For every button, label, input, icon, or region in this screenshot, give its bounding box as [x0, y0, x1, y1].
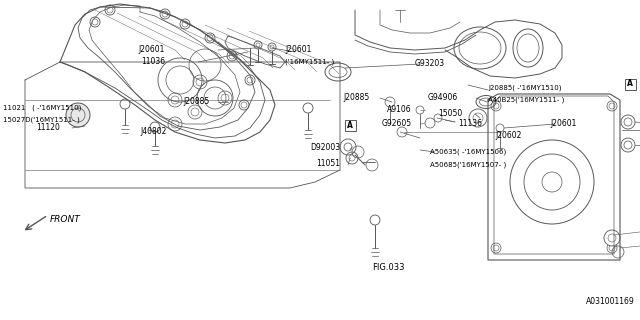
Text: J20601: J20601: [138, 45, 164, 54]
Circle shape: [245, 75, 255, 85]
Text: J20885( -'16MY1510): J20885( -'16MY1510): [488, 85, 561, 91]
Text: 11021   ( -'16MY1510): 11021 ( -'16MY1510): [3, 105, 81, 111]
Text: A50635( -'16MY1506): A50635( -'16MY1506): [430, 149, 506, 155]
Text: FRONT: FRONT: [50, 215, 81, 225]
Text: J20602: J20602: [495, 131, 522, 140]
Text: D92003: D92003: [310, 143, 340, 153]
Text: A: A: [627, 79, 633, 89]
Circle shape: [239, 100, 249, 110]
Text: A031001169: A031001169: [586, 297, 635, 306]
Circle shape: [205, 33, 215, 43]
Text: A9106: A9106: [387, 106, 412, 115]
Text: 11136: 11136: [458, 118, 482, 127]
Circle shape: [340, 139, 356, 155]
Text: J40802: J40802: [140, 127, 166, 137]
Text: A40B25('16MY1511- ): A40B25('16MY1511- ): [488, 97, 564, 103]
Text: ('16MY1511- ): ('16MY1511- ): [285, 59, 334, 65]
Circle shape: [604, 230, 620, 246]
Text: G94906: G94906: [428, 93, 458, 102]
Circle shape: [227, 51, 237, 61]
Text: A: A: [347, 121, 353, 130]
Text: J20601: J20601: [550, 119, 577, 129]
Text: 11036: 11036: [141, 58, 165, 67]
Text: A50685('16MY1507- ): A50685('16MY1507- ): [430, 162, 506, 168]
Text: G93203: G93203: [415, 60, 445, 68]
FancyBboxPatch shape: [625, 78, 636, 90]
Text: 11120: 11120: [36, 124, 60, 132]
Circle shape: [160, 9, 170, 19]
Circle shape: [621, 115, 635, 129]
Circle shape: [607, 243, 617, 253]
Text: J20601: J20601: [285, 45, 312, 54]
Text: J20885: J20885: [184, 98, 210, 107]
Circle shape: [66, 103, 90, 127]
FancyBboxPatch shape: [344, 119, 355, 131]
Text: 15027D('16MY1511- ): 15027D('16MY1511- ): [3, 117, 80, 123]
Circle shape: [105, 5, 115, 15]
Circle shape: [90, 17, 100, 27]
Text: J20885: J20885: [344, 93, 370, 102]
Text: FIG.033: FIG.033: [372, 263, 404, 273]
Text: G92605: G92605: [382, 118, 412, 127]
Text: 15050: 15050: [438, 108, 462, 117]
Text: 11051: 11051: [316, 158, 340, 167]
Circle shape: [180, 19, 190, 29]
Circle shape: [607, 101, 617, 111]
Circle shape: [491, 101, 501, 111]
Circle shape: [491, 243, 501, 253]
Circle shape: [621, 138, 635, 152]
